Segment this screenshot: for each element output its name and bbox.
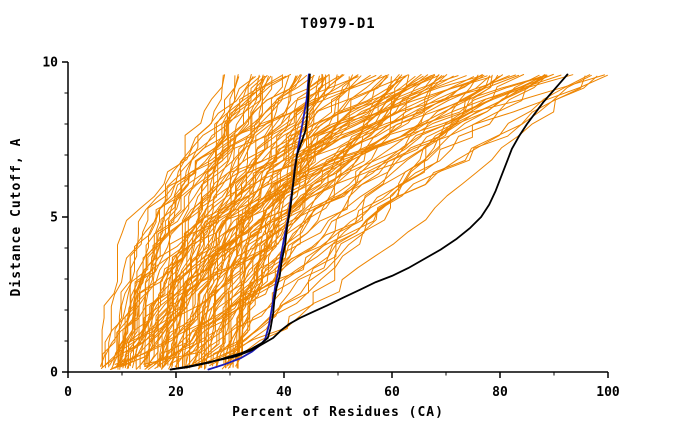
- ensemble-curve: [223, 74, 330, 365]
- ensemble-curve: [190, 75, 545, 368]
- ensemble-curve: [167, 74, 562, 366]
- ensemble-curve: [121, 74, 264, 366]
- ensemble-curve: [127, 75, 315, 368]
- x-tick-label: 0: [64, 385, 72, 400]
- ensemble-curve: [112, 75, 445, 366]
- ensemble-curve: [168, 74, 371, 370]
- ensemble-curve: [224, 74, 499, 365]
- y-tick-label: 0: [50, 366, 58, 381]
- ensemble-curve: [161, 74, 264, 370]
- ensemble-curve: [163, 74, 483, 366]
- ensemble-curve: [229, 75, 298, 368]
- x-tick-label: 60: [384, 385, 400, 400]
- ensemble-curve: [101, 75, 297, 367]
- ensemble-curve: [237, 76, 311, 367]
- ensemble-curve: [124, 75, 268, 368]
- ensemble-curve: [192, 73, 435, 365]
- ensemble-curve: [205, 74, 359, 369]
- ensemble-curve: [117, 74, 390, 370]
- x-tick-label: 20: [168, 385, 184, 400]
- ensemble-curve: [197, 76, 324, 370]
- ensemble-curve: [224, 74, 422, 369]
- ensemble-curve: [225, 74, 429, 368]
- ensemble-curve: [198, 76, 389, 368]
- y-tick-label: 5: [50, 211, 58, 226]
- ensemble-curve: [126, 75, 545, 370]
- ensemble-curve: [121, 75, 287, 365]
- ensemble-curve: [117, 74, 224, 365]
- highlight-model-black-steep: [169, 73, 311, 371]
- ensemble-curve: [169, 76, 406, 368]
- ensemble-curve: [135, 74, 409, 364]
- ensemble-curve: [212, 74, 591, 367]
- x-tick-label: 80: [492, 385, 508, 400]
- ensemble-curve: [184, 74, 525, 369]
- ensemble-curve: [109, 76, 541, 366]
- ensemble-curve: [125, 76, 484, 365]
- x-tick-label: 40: [276, 385, 292, 400]
- x-axis-label: Percent of Residues (CA): [232, 405, 444, 420]
- ensemble-curve: [201, 74, 302, 367]
- ensemble-curve: [139, 75, 440, 370]
- ensemble-curve: [108, 76, 359, 368]
- ensemble-curve: [135, 76, 401, 369]
- ensemble-curve: [184, 74, 546, 369]
- ensemble-curve: [100, 75, 272, 369]
- ensemble-curve: [170, 75, 406, 364]
- plot-area: [100, 73, 608, 371]
- ensemble-curve: [228, 74, 503, 369]
- ensemble-curve: [122, 76, 434, 365]
- ensemble-curve: [189, 76, 261, 365]
- highlight-model-blue: [207, 73, 310, 371]
- y-tick-label: 10: [42, 56, 58, 71]
- ensemble-curve: [110, 74, 605, 370]
- x-tick-label: 100: [596, 385, 620, 400]
- ensemble-curve: [207, 75, 586, 365]
- ensemble-curve: [182, 76, 407, 368]
- ensemble-curve: [165, 76, 256, 365]
- highlight-model-black-right: [169, 73, 569, 371]
- axes: 0 20 40 60 80 100 0 5 10: [42, 56, 620, 401]
- ensemble-curve: [119, 74, 283, 368]
- y-axis-label: Distance Cutoff, A: [9, 138, 24, 297]
- chart-title: T0979-D1: [300, 16, 375, 32]
- ensemble-curve: [146, 74, 608, 369]
